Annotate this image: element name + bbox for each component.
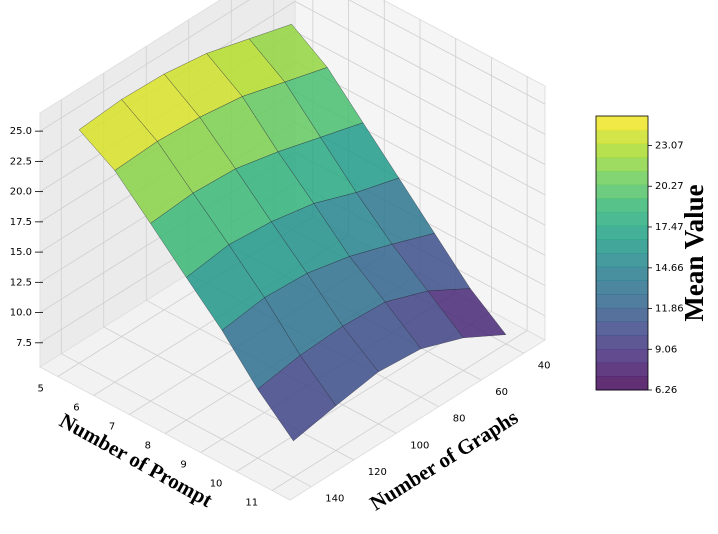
colorbar-band xyxy=(596,225,648,240)
grid-line xyxy=(294,1,546,135)
y-tick-label: 120 xyxy=(368,467,387,478)
colorbar-band xyxy=(596,129,648,144)
grid-line xyxy=(294,31,546,165)
z-tick-label: 7.5 xyxy=(16,338,32,349)
z-tick-label: 15.0 xyxy=(10,247,32,258)
colorbar-tick-label: 23.07 xyxy=(655,141,684,152)
colorbar-band xyxy=(596,362,648,377)
colorbar-band xyxy=(596,116,648,131)
y-tick-label: 60 xyxy=(495,387,508,398)
surface-patch xyxy=(257,354,337,442)
z-tick-label: 20.0 xyxy=(10,187,32,198)
colorbar-band xyxy=(596,143,648,158)
colorbar-band xyxy=(596,294,648,309)
colorbar-band xyxy=(596,157,648,172)
y-tick-label: 100 xyxy=(410,440,429,451)
z-tick-label: 25.0 xyxy=(10,126,32,137)
colorbar-title: Mean Value xyxy=(679,184,709,321)
grid-line xyxy=(271,330,528,491)
y-tick-label: 140 xyxy=(325,494,344,505)
colorbar-band xyxy=(596,170,648,185)
colorbar-band xyxy=(596,266,648,281)
y-tick-label: 80 xyxy=(453,414,466,425)
x-tick-label: 5 xyxy=(37,384,43,395)
z-tick-label: 10.0 xyxy=(10,308,32,319)
colorbar-band xyxy=(596,253,648,268)
surface xyxy=(78,23,507,442)
x-tick-label: 8 xyxy=(145,441,151,452)
colorbar-frame xyxy=(595,115,649,391)
x-tick-label: 6 xyxy=(73,403,79,414)
grid-line xyxy=(39,0,250,132)
colorbar-tick-label: 11.86 xyxy=(655,304,684,315)
colorbar: 6.26 9.06 11.86 14.66 17.47 20.27 23.07 xyxy=(595,115,684,396)
grid-line xyxy=(61,353,312,488)
colorbar-band xyxy=(596,348,648,364)
colorbar-tick-label: 17.47 xyxy=(655,222,684,233)
tick-labels: 5 6 7 8 9 10 11 40 60 80 100 120 140 7.5 10.0 12.5 15.0 1… xyxy=(10,126,551,508)
colorbar-band xyxy=(596,335,648,350)
colorbar-band xyxy=(596,239,648,254)
colorbar-band xyxy=(596,184,648,199)
grid-line xyxy=(348,0,546,105)
x-tick-label: 10 xyxy=(210,479,223,490)
colorbar-band xyxy=(596,280,648,295)
grid-line xyxy=(103,326,354,461)
colorbar-tick-label: 20.27 xyxy=(655,181,684,192)
x-tick-label: 7 xyxy=(109,422,115,433)
y-tick-label: 40 xyxy=(538,360,551,371)
colorbar-tick-label: 9.06 xyxy=(655,344,677,355)
colorbar-tick-label: 6.26 xyxy=(655,385,677,396)
x-tick-label: 9 xyxy=(180,460,186,471)
z-tick-label: 12.5 xyxy=(10,277,32,288)
colorbar-band xyxy=(596,321,648,336)
x-tick-label: 11 xyxy=(245,498,258,509)
colorbar-band xyxy=(596,211,648,227)
z-tick-label: 17.5 xyxy=(10,217,32,228)
colorbar-band xyxy=(596,307,648,322)
colorbar-band xyxy=(596,198,648,213)
colorbar-tick-label: 14.66 xyxy=(655,263,684,274)
z-tick-label: 22.5 xyxy=(10,156,32,167)
colorbar-band xyxy=(596,376,648,391)
